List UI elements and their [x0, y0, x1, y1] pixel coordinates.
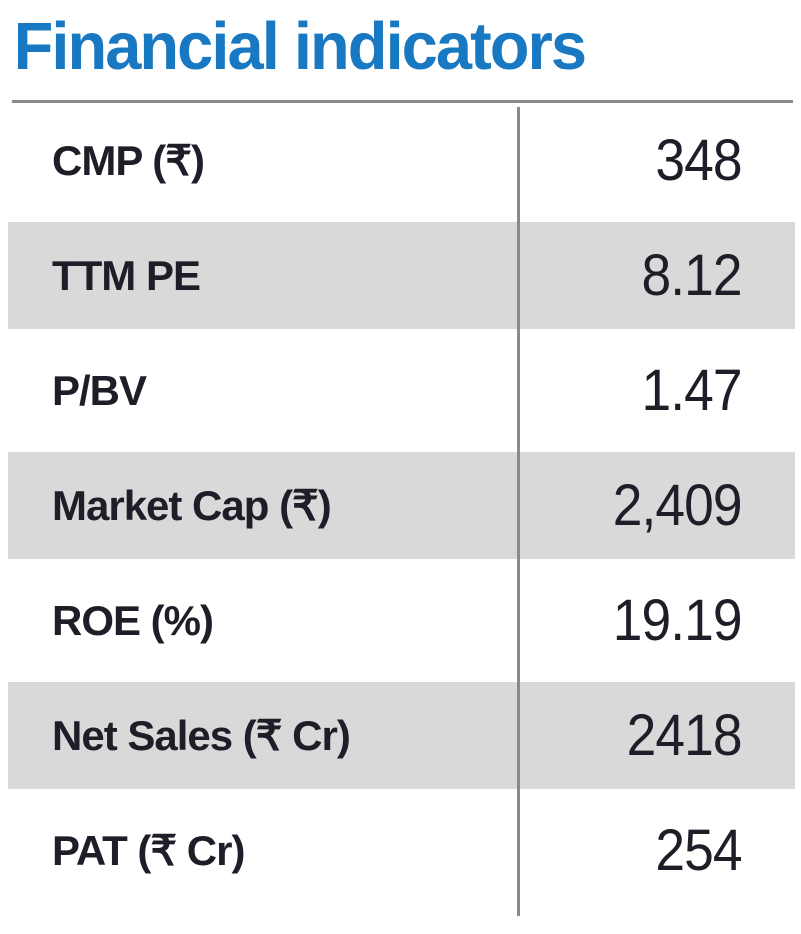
row-label: PAT (₹ Cr): [52, 827, 245, 875]
row-value: 19.19: [612, 588, 743, 654]
row-label: Net Sales (₹ Cr): [52, 712, 351, 760]
table-row: ROE (%) 19.19: [8, 567, 795, 675]
row-value: 254: [655, 818, 742, 884]
row-label: ROE (%): [52, 596, 214, 644]
indicators-table: CMP (₹) 348 TTM PE 8.12 P/BV 1.47 Market…: [8, 107, 795, 917]
row-label: CMP (₹): [52, 137, 205, 185]
row-value: 2,409: [612, 473, 743, 539]
table-row: Market Cap (₹) 2,409: [8, 452, 795, 560]
row-label: P/BV: [52, 366, 147, 414]
row-value: 1.47: [641, 358, 742, 424]
row-label: TTM PE: [52, 251, 201, 299]
table-row: CMP (₹) 348: [8, 107, 795, 215]
row-value: 8.12: [641, 243, 742, 309]
table-row: Net Sales (₹ Cr) 2418: [8, 682, 795, 790]
title-divider: [12, 100, 793, 104]
row-value: 348: [655, 128, 742, 194]
row-value: 2418: [626, 703, 743, 769]
table-row: P/BV 1.47: [8, 337, 795, 445]
row-label: Market Cap (₹): [52, 482, 332, 530]
page-title: Financial indicators: [13, 9, 587, 84]
column-divider: [517, 107, 520, 917]
table-row: TTM PE 8.12: [8, 222, 795, 330]
table-row: PAT (₹ Cr) 254: [8, 797, 795, 905]
